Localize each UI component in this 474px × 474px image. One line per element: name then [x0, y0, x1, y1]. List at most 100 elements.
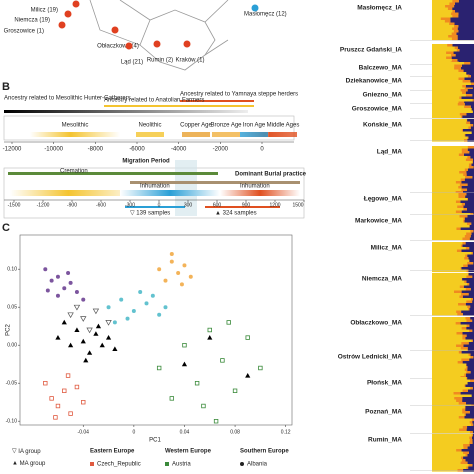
ancestry-label: Ancestry related to Anatolian Farmers: [104, 98, 204, 104]
admixture-row: [432, 349, 474, 353]
period-bar: [269, 132, 297, 137]
admixture-row: [432, 222, 474, 226]
point: [45, 288, 50, 293]
site-label: Rumin (2): [147, 58, 173, 64]
admixture-row: [451, 32, 457, 36]
period-label: Middle Ages: [267, 123, 300, 129]
admixture-row: [465, 158, 473, 162]
admixture-row: [432, 285, 474, 289]
point: [220, 358, 225, 363]
admixture-row: [432, 101, 474, 105]
y-tick-label: 0.00: [7, 343, 17, 349]
admixture-row: [467, 254, 474, 258]
period-bar: [136, 132, 164, 137]
admixture-row: [469, 225, 474, 228]
admixture-row: [472, 319, 474, 323]
admixture-row: [432, 156, 474, 159]
admixture-row: [432, 368, 474, 372]
admixture-row: [454, 64, 462, 68]
admixture-row: [460, 392, 474, 395]
admixture-row: [465, 176, 473, 179]
admixture-row: [452, 7, 474, 11]
point: [99, 342, 105, 348]
admixture-row: [468, 126, 471, 130]
site-marker: [72, 0, 80, 8]
point: [74, 384, 80, 390]
admixture-row: [461, 351, 474, 354]
admixture-row: [472, 158, 474, 162]
admixture-row: [432, 310, 474, 314]
admixture-row: [457, 37, 474, 41]
admixture-row: [432, 313, 474, 316]
admixture-row: [466, 275, 473, 279]
admixture-row: [459, 171, 467, 174]
ancestry-label: Ancestry related to Mesolithic Hunter-Ga…: [4, 96, 131, 102]
admixture-row: [432, 151, 474, 154]
admixture-row: [463, 285, 474, 289]
admixture-row: [467, 349, 468, 353]
point: [144, 301, 149, 306]
tick-label: 0: [260, 147, 264, 153]
site-label: Groszowice (1): [4, 29, 44, 35]
admixture-row: [466, 373, 474, 377]
population-label: Ostrów Lednicki_MA: [338, 354, 403, 361]
admixture-row: [432, 439, 474, 442]
admixture-row: [432, 77, 474, 81]
admixture-row: [466, 363, 474, 367]
admixture-row: [472, 421, 474, 424]
population-label: Dziekanowice_MA: [346, 78, 403, 85]
point: [232, 388, 238, 393]
admixture-row: [467, 461, 474, 465]
admixture-row: [462, 313, 474, 316]
admixture-row: [462, 397, 474, 400]
admixture-row: [470, 121, 474, 125]
admixture-row: [467, 368, 474, 372]
admixture-row: [470, 371, 474, 374]
admixture-row: [469, 283, 474, 286]
admixture-row: [432, 186, 474, 189]
ancestry-bar: [4, 110, 248, 113]
admixture-row: [432, 332, 474, 335]
admixture-row: [472, 94, 474, 97]
admixture-row: [463, 208, 467, 211]
admixture-row: [432, 108, 474, 111]
admixture-row: [432, 171, 474, 174]
point: [55, 335, 61, 340]
admixture-row: [472, 161, 473, 164]
admixture-row: [471, 418, 474, 422]
admixture-row: [464, 416, 474, 419]
admixture-row: [465, 85, 474, 88]
admixture-row: [463, 451, 469, 455]
admixture-row: [432, 134, 474, 137]
admixture-row: [432, 397, 474, 400]
legend-heading: Southern Europe: [240, 449, 289, 455]
point: [106, 305, 111, 310]
admixture-row: [459, 49, 474, 52]
admixture-row: [458, 193, 467, 196]
admixture-row: [432, 131, 474, 135]
admixture-row: [432, 188, 474, 192]
admixture-row: [458, 153, 464, 157]
admixture-row: [467, 156, 471, 159]
admixture-row: [432, 308, 474, 311]
admixture-row: [472, 329, 474, 333]
migration-label: Migration Period: [122, 159, 170, 165]
admixture-row: [432, 406, 474, 409]
admixture-row: [461, 188, 468, 192]
y-tick-label: -0.05: [6, 381, 18, 387]
population-label: Gniezno_MA: [363, 92, 403, 99]
admixture-row: [432, 418, 474, 422]
point: [125, 316, 130, 321]
population-label: Groszowice_MA: [352, 106, 403, 113]
admixture-row: [456, 344, 464, 348]
admixture-row: [472, 161, 474, 164]
admixture-row: [461, 129, 463, 132]
admixture-row: [432, 347, 474, 350]
admixture-row: [432, 115, 474, 119]
admixture-row: [465, 408, 474, 412]
admixture-row: [466, 371, 471, 374]
admixture-row: [455, 10, 474, 13]
admixture-row: [460, 267, 462, 270]
point: [163, 305, 168, 310]
admixture-row: [432, 358, 474, 362]
